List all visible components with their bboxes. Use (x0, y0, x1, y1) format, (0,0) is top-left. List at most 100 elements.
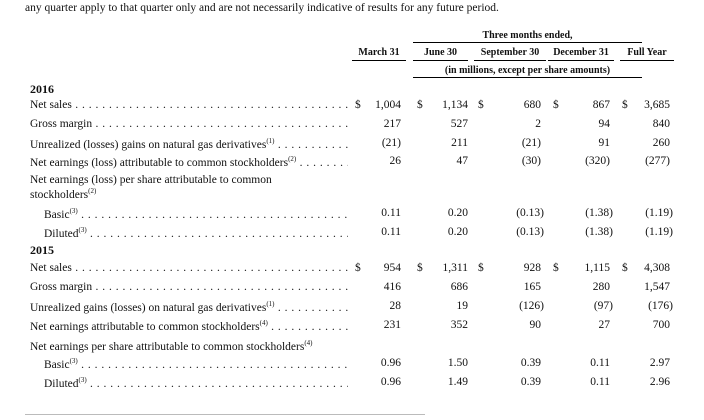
cell-value: 1,134 (442, 99, 468, 111)
cell-value: 1,547 (644, 281, 670, 293)
footnote-separator (25, 414, 425, 415)
row-label-net-sales: Net sales (30, 262, 348, 274)
cell-value: 4,308 (644, 262, 670, 274)
cell-value: 840 (652, 118, 670, 130)
col-header-full-year: Full Year (627, 47, 667, 58)
row-label-net-earnings: Net earnings (loss) attributable to comm… (30, 155, 348, 169)
row-label-diluted: Diluted(3) (44, 226, 348, 240)
currency-symbol: $ (553, 262, 559, 274)
cell-value: 1,004 (375, 99, 401, 111)
currency-symbol: $ (417, 99, 423, 111)
footnote-marker: (1) (266, 300, 275, 308)
footnote-marker: (3) (78, 376, 87, 384)
cell-value: 94 (598, 118, 611, 130)
cell-value: 0.20 (447, 226, 468, 238)
cell-value: 1.49 (447, 376, 468, 388)
cell-value: (277) (645, 155, 670, 167)
row-label-net-earnings: Net earnings attributable to common stoc… (30, 319, 348, 333)
cell-value: 90 (529, 319, 542, 331)
col-rule-march (352, 60, 406, 61)
cell-value: 2.96 (649, 376, 670, 388)
cell-value: 700 (652, 319, 670, 331)
group-header-rule (413, 42, 642, 43)
cell-value: (1.38) (585, 207, 613, 219)
currency-symbol: $ (478, 99, 484, 111)
footnote-marker: (3) (69, 357, 78, 365)
cell-value: 27 (598, 319, 611, 331)
cell-value: 0.11 (381, 226, 401, 238)
col-rule-december (548, 60, 614, 61)
units-header-rule (413, 77, 642, 78)
cell-value: 1,311 (442, 262, 468, 274)
cell-value: 2 (535, 118, 541, 130)
cell-value: (97) (593, 300, 613, 312)
cell-value: (176) (648, 300, 673, 312)
cell-value: (21) (521, 137, 541, 149)
cell-value: 954 (383, 262, 401, 274)
cell-value: 0.96 (380, 376, 401, 388)
cell-value: (126) (519, 300, 544, 312)
group-header: Three months ended, (482, 30, 573, 41)
cell-value: (1.19) (645, 207, 673, 219)
footnote-marker: (2) (288, 155, 297, 163)
cell-value: 416 (383, 281, 401, 293)
row-label-net-sales: Net sales (30, 99, 348, 111)
cell-value: 0.39 (520, 376, 541, 388)
currency-symbol: $ (355, 99, 361, 111)
currency-symbol: $ (622, 99, 628, 111)
cell-value: 352 (450, 319, 468, 331)
cell-value: 680 (523, 99, 541, 111)
cell-value: 0.39 (520, 357, 541, 369)
cell-value: 211 (451, 137, 468, 149)
cell-value: 867 (592, 99, 610, 111)
currency-symbol: $ (553, 99, 559, 111)
cell-value: 0.20 (447, 207, 468, 219)
row-label-gross-margin: Gross margin (30, 118, 348, 130)
col-header-december: December 31 (553, 47, 609, 58)
col-rule-june (413, 60, 468, 61)
col-header-september: September 30 (480, 47, 540, 58)
footnote-marker: (3) (69, 207, 78, 215)
col-header-june: June 30 (423, 47, 458, 58)
footnote-marker: (1) (266, 137, 275, 145)
cell-value: 260 (652, 137, 670, 149)
footnote-marker: (4) (259, 319, 268, 327)
row-label-basic: Basic(3) (44, 207, 348, 221)
row-label-eps: Net earnings (loss) per share attributab… (30, 174, 272, 201)
cell-value: 91 (598, 137, 611, 149)
footnote-marker: (4) (304, 339, 313, 347)
cell-value: 686 (450, 281, 468, 293)
year-heading-2016: 2016 (30, 82, 54, 96)
cell-value: 527 (450, 118, 468, 130)
row-label-unrealized: Unrealized gains (losses) on natural gas… (30, 300, 348, 314)
cell-value: 0.11 (590, 376, 610, 388)
col-rule-full-year (620, 60, 674, 61)
currency-symbol: $ (355, 262, 361, 274)
cell-value: 280 (592, 281, 610, 293)
cell-value: 0.11 (590, 357, 610, 369)
cell-value: 47 (456, 155, 469, 167)
cell-value: 26 (389, 155, 402, 167)
cell-value: (1.38) (585, 226, 613, 238)
currency-symbol: $ (417, 262, 423, 274)
cell-value: (30) (521, 155, 541, 167)
units-header: (in millions, except per share amounts) (444, 65, 611, 76)
row-label-gross-margin: Gross margin (30, 281, 348, 293)
cell-value: 2.97 (649, 357, 670, 369)
cell-value: 0.96 (380, 357, 401, 369)
cell-value: 217 (383, 118, 401, 130)
year-heading-2015: 2015 (30, 243, 54, 257)
cell-value: 165 (523, 281, 541, 293)
row-label-diluted: Diluted(3) (44, 376, 348, 390)
col-header-march: March 31 (358, 47, 400, 58)
cell-value: 28 (389, 300, 402, 312)
row-label-eps: Net earnings per share attributable to c… (30, 339, 313, 353)
cell-value: 231 (383, 319, 401, 331)
cell-value: 3,685 (644, 99, 670, 111)
cell-value: (1.19) (645, 226, 673, 238)
footnote-marker: (2) (88, 187, 97, 195)
cell-value: (0.13) (516, 226, 544, 238)
cell-value: 1,115 (584, 262, 610, 274)
intro-text: any quarter apply to that quarter only a… (25, 2, 499, 14)
cell-value: 0.11 (381, 207, 401, 219)
